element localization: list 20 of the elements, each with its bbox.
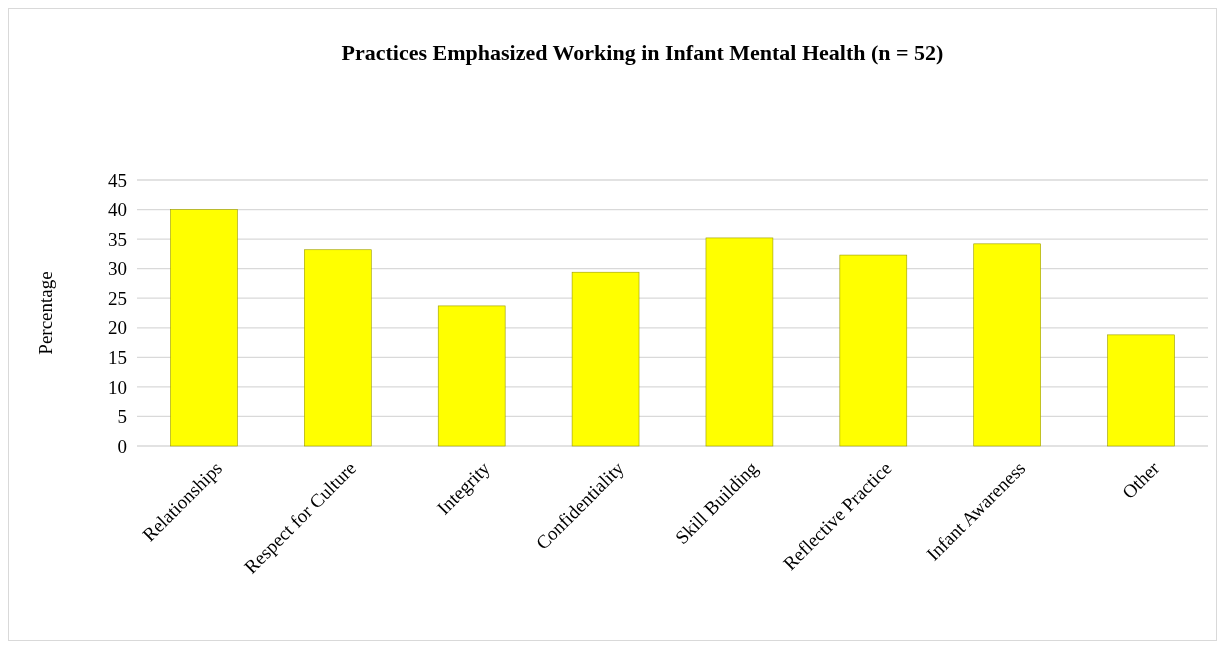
y-tick-label: 0 [117, 435, 127, 457]
y-tick-label: 15 [108, 346, 127, 368]
bar [304, 249, 372, 447]
bar [437, 305, 506, 447]
bar [1107, 334, 1175, 447]
bar [973, 243, 1041, 447]
bar [705, 237, 774, 447]
chart-title: Practices Emphasized Working in Infant Mental Health (n = 52) [341, 40, 944, 65]
y-tick-label: 5 [117, 406, 127, 428]
y-tick-label: 40 [108, 199, 127, 221]
y-tick-label: 45 [108, 169, 127, 191]
y-tick-label: 10 [108, 376, 127, 398]
y-axis-title: Percentage [35, 271, 56, 355]
y-tick-label: 35 [108, 228, 127, 250]
y-tick-label: 20 [108, 317, 127, 339]
bar [839, 254, 908, 447]
bar [571, 271, 640, 447]
y-tick-label: 30 [108, 258, 127, 280]
y-tick-label: 25 [108, 287, 127, 309]
bar [170, 209, 238, 447]
